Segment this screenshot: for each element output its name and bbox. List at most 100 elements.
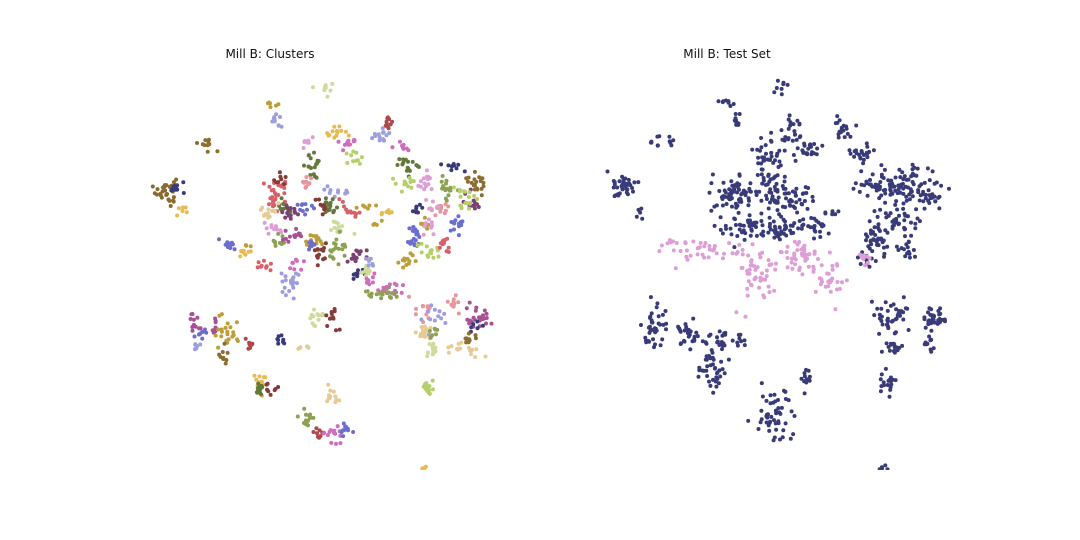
scatter-point	[164, 183, 169, 188]
scatter-point	[330, 129, 335, 134]
scatter-point	[278, 174, 283, 179]
scatter-point	[901, 206, 906, 211]
scatter-point	[295, 414, 300, 419]
scatter-point	[241, 249, 246, 253]
scatter-point	[620, 185, 624, 189]
scatter-point	[864, 179, 869, 184]
scatter-point	[782, 231, 786, 236]
scatter-point	[695, 252, 700, 257]
scatter-point	[896, 183, 901, 188]
scatter-point	[200, 336, 205, 341]
scatter-point	[219, 327, 224, 332]
scatter-point	[720, 367, 725, 372]
scatter-point	[767, 290, 772, 295]
scatter-point	[195, 141, 199, 145]
scatter-point	[802, 199, 807, 203]
scatter-point	[735, 234, 740, 238]
scatter-point	[311, 430, 316, 434]
scatter-point	[772, 90, 777, 95]
scatter-point	[223, 361, 228, 366]
scatter-point	[213, 333, 218, 338]
scatter-point	[711, 357, 716, 362]
scatter-point	[911, 248, 916, 252]
scatter-point	[329, 310, 334, 314]
scatter-point	[299, 202, 304, 207]
scatter-point	[332, 430, 336, 435]
scatter-point	[737, 112, 742, 116]
scatter-point	[283, 274, 288, 279]
scatter-point	[449, 164, 454, 169]
scatter-point	[786, 126, 791, 131]
scatter-point	[867, 219, 872, 224]
scatter-point	[891, 223, 896, 228]
scatter-point	[745, 268, 750, 273]
scatter-point	[806, 186, 811, 190]
scatter-point	[926, 310, 930, 315]
scatter-point	[660, 312, 665, 317]
scatter-point	[475, 326, 480, 331]
scatter-point	[323, 196, 328, 201]
scatter-point	[464, 176, 469, 181]
scatter-point	[465, 179, 470, 184]
scatter-point	[648, 140, 653, 145]
scatter-point	[782, 148, 787, 153]
scatter-point	[685, 331, 690, 335]
scatter-point	[638, 210, 643, 215]
scatter-point	[886, 178, 891, 183]
scatter-point	[436, 314, 441, 319]
scatter-point	[294, 226, 299, 231]
scatter-point	[904, 242, 909, 247]
scatter-point	[769, 139, 774, 144]
scatter-point	[713, 366, 718, 370]
scatter-point	[790, 266, 795, 271]
scatter-point	[407, 226, 412, 231]
scatter-point	[346, 133, 351, 138]
scatter-point	[773, 408, 778, 413]
scatter-point	[916, 190, 921, 195]
scatter-point	[776, 419, 781, 424]
scatter-point	[758, 420, 763, 425]
scatter-point	[917, 219, 922, 224]
scatter-point	[761, 233, 766, 238]
scatter-point	[649, 318, 654, 323]
scatter-point	[479, 193, 484, 198]
scatter-point	[807, 252, 812, 257]
scatter-point	[318, 202, 323, 207]
scatter-point	[287, 289, 292, 293]
scatter-point	[454, 166, 459, 171]
scatter-point	[180, 209, 185, 213]
scatter-point	[300, 179, 305, 184]
scatter-point	[456, 341, 461, 346]
scatter-point	[304, 420, 309, 425]
scatter-point	[932, 181, 937, 186]
scatter-point	[326, 202, 331, 207]
scatter-point	[921, 189, 926, 194]
scatter-point	[781, 428, 786, 433]
scatter-point	[451, 304, 456, 309]
scatter-point	[446, 350, 451, 355]
scatter-point	[651, 337, 655, 342]
scatter-point	[472, 182, 477, 187]
scatter-point	[206, 137, 211, 142]
scatter-point	[868, 178, 872, 182]
scatter-point	[720, 231, 725, 236]
scatter-point	[844, 124, 849, 129]
scatter-point	[260, 205, 265, 210]
scatter-point	[330, 197, 335, 202]
scatter-point	[717, 189, 722, 193]
scatter-point	[869, 299, 874, 304]
scatter-point	[446, 245, 451, 250]
scatter-point	[812, 142, 817, 146]
scatter-point	[828, 289, 833, 294]
scatter-point	[702, 244, 707, 249]
scatter-point	[735, 340, 740, 345]
scatter-point	[349, 210, 354, 215]
scatter-point	[266, 211, 271, 216]
scatter-point	[735, 190, 740, 195]
scatter-point	[759, 161, 764, 166]
scatter-point	[344, 151, 349, 156]
scatter-point	[339, 128, 344, 133]
scatter-point	[820, 143, 825, 148]
scatter-point	[363, 265, 368, 270]
scatter-point	[799, 226, 804, 231]
